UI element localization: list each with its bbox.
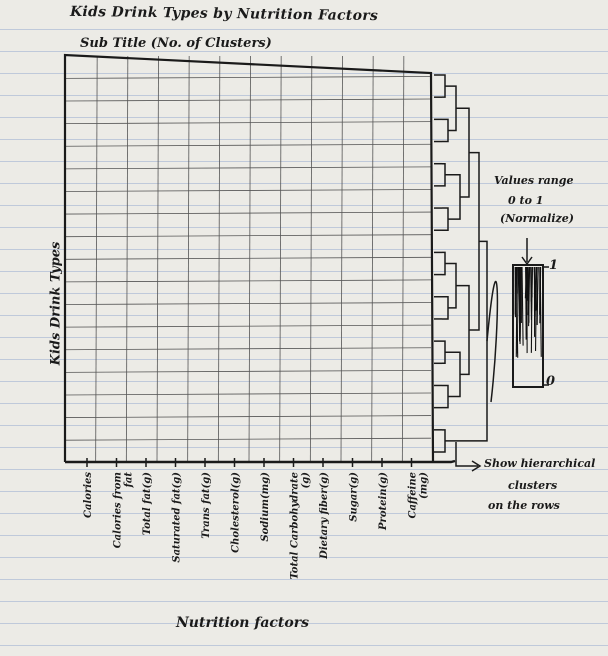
x-tick-label-line: Caffeine [408,472,419,519]
grid-column-line [217,55,221,463]
dendrogram-note-line-2: clusters [508,479,558,492]
x-tick-label-line: (mg) [419,472,430,499]
grid-row-line [64,234,432,238]
dendrogram-branch [442,207,449,231]
grid-row-line [64,211,432,215]
grid-row-line [64,166,432,170]
dendrogram-branch [442,118,449,143]
dendrogram-branch [455,442,478,467]
legend-scribble [526,266,529,301]
x-tick-label-line: Saturated fat(g) [172,472,183,563]
row-dendrogram [434,74,499,472]
grid-row-line [64,279,432,283]
legend-scribble [520,266,522,320]
grid-row-line [64,347,432,351]
dendrogram-note-line-3: on the rows [488,499,560,512]
note-arrow-head [471,460,482,472]
legend-max-label: 1 [549,258,559,273]
legend-min-label: 0 [546,374,556,389]
dendrogram-branch [445,85,457,132]
grid-row-line [64,302,432,305]
x-tick-label: Dietary fiber(g) [319,472,330,560]
dendrogram-branch [469,151,480,331]
x-tick-label-line: Dietary fiber(g) [319,472,330,560]
x-tick-label: Saturated fat(g) [172,472,183,563]
grid-row-line [64,324,432,328]
x-tick-label-line: Sodium(mg) [260,472,271,542]
chart-subtitle: Sub Title (No. of Clusters) [80,36,272,51]
dendrogram-branch [442,340,446,365]
x-tick-label: Total fat(g) [142,472,153,535]
x-tick-label-line: Total fat(g) [142,472,153,535]
x-tick-label: Trans fat(g) [201,472,212,539]
x-tick-label-line: Calories [83,472,94,518]
x-axis-title: Nutrition factors [176,615,309,631]
dendrogram-branch [445,262,457,309]
x-tick-label: Calories [83,472,94,518]
dendrogram-branch [442,251,446,276]
dendrogram-branch [456,107,470,198]
x-tick-label: Sodium(mg) [260,472,271,542]
x-tick-label-line: Sugar(g) [349,472,360,522]
grid-row-line [64,98,432,102]
grid-row-line [64,392,432,396]
legend-note-line-2: 0 to 1 [508,194,544,207]
grid-row-line [64,256,432,260]
x-tick-label-line: Calories from [113,472,124,548]
dendrogram-note-line-1: Show hierarchical [484,457,596,470]
dendrogram-branch [442,429,446,453]
x-axis-line [65,459,456,464]
legend-note-line-1: Values range [494,174,574,187]
grid-column-line [248,55,251,463]
legend-scribble [539,266,542,357]
x-tick-label: Protein(g) [378,472,389,531]
x-tick-label: Total Carbohydrate(g) [290,472,312,580]
legend-scribble [518,266,521,342]
legend-bar [512,264,544,388]
grid-row-line [64,121,432,125]
x-tick-label: Sugar(g) [349,472,360,522]
dendrogram-branch [442,74,446,98]
x-tick-label-line: fat [124,472,135,489]
legend-scribble [536,266,539,311]
grid-column-line [401,55,405,463]
grid-row-line [64,76,432,79]
x-tick-label-line: Protein(g) [378,472,389,531]
x-tick-label: Cholesterol(g) [231,472,242,553]
x-tick-label: Calories fromfat [113,472,135,549]
legend-scribble [534,266,538,352]
grid-column-line [309,55,313,463]
grid-column-line [279,55,282,463]
legend-scribble [530,266,533,353]
dendrogram-branch [442,384,449,409]
legend-scribble [521,266,524,346]
dendrogram-branch [486,280,499,403]
grid-row-line [64,415,432,418]
heatmap-frame [63,53,456,464]
dendrogram-branch [456,284,470,376]
grid-row-line [64,369,432,373]
grid-column-line [340,55,343,463]
color-legend [512,238,549,388]
grid-row-line [64,437,432,441]
x-axis-tick-labels: Calories Calories fromfat Total fat(g) Satu… [83,472,430,580]
grid-row-line [64,189,432,192]
x-tick-label: Caffeine(mg) [408,472,430,519]
dendrogram-branch [442,162,446,187]
dendrogram-branch [442,296,449,320]
legend-arrow-head [521,256,533,266]
x-tick-label-line: (g) [301,472,312,489]
dendrogram-branch [462,240,488,442]
x-tick-label-line: Trans fat(g) [201,472,212,539]
x-tick-label-line: Cholesterol(g) [231,472,242,553]
x-axis-ticks [86,458,413,467]
grid-column-line [371,55,374,463]
grid-row-line [64,143,432,147]
frame-outline [63,53,435,463]
legend-note-line-3: (Normalize) [500,212,574,225]
x-tick-label-line: Total Carbohydrate [290,472,301,580]
heatmap-grid [64,55,432,463]
